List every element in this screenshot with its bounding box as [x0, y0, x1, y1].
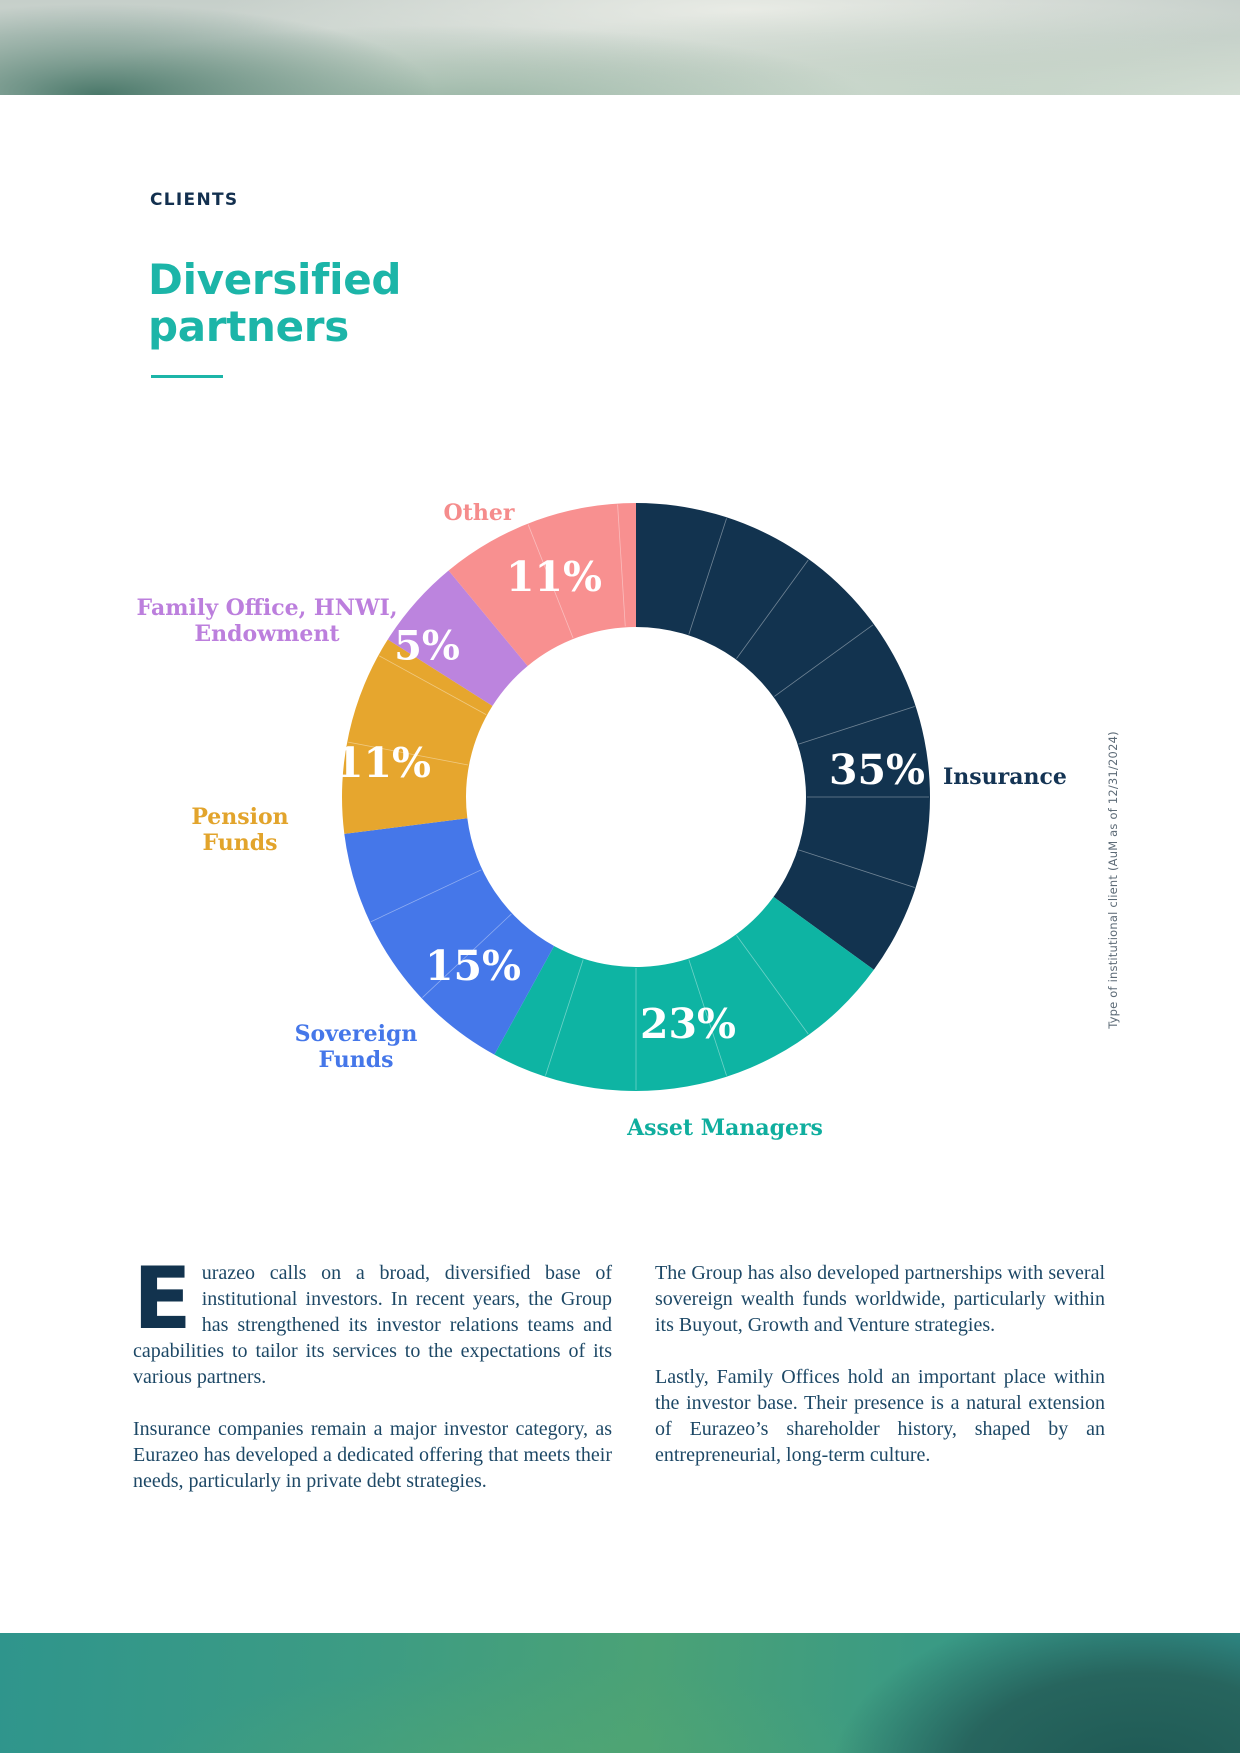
donut-label-sovereign-line1: Sovereign [294, 1021, 418, 1047]
donut-subdivider [348, 741, 469, 766]
donut-subdivider [379, 655, 487, 715]
donut-subdivider [422, 913, 512, 998]
donut-value-insurance: 35% [828, 746, 926, 794]
donut-chart [342, 503, 930, 1091]
section-eyebrow: CLIENTS [150, 190, 239, 210]
donut-segment-other [448, 503, 636, 667]
donut-segment-insurance [636, 503, 930, 970]
donut-subdivider [736, 935, 809, 1035]
donut-subdivider [798, 706, 915, 745]
donut-segment-asset-managers [494, 896, 874, 1091]
body-column-right: The Group has also developed partnership… [655, 1260, 1105, 1494]
donut-subdivider [617, 504, 626, 627]
donut-subdivider [370, 869, 482, 923]
donut-label-insurance: Insurance [943, 764, 1067, 790]
dropcap-letter: E [133, 1249, 192, 1349]
footer-photo-banner [0, 1633, 1240, 1753]
paragraph-sovereign: The Group has also developed partnership… [655, 1262, 1105, 1336]
donut-value-sovereign-funds: 15% [424, 942, 522, 990]
donut-label-pension-line2: Funds [202, 830, 278, 856]
donut-label-other: Other [443, 500, 515, 526]
donut-segment-family-office-hnwi-endowment [387, 570, 528, 706]
paragraph-family-offices: Lastly, Family Offices hold an important… [655, 1366, 1105, 1466]
chart-source-caption: Type of institutional client (AuM as of … [1106, 731, 1120, 1029]
paragraph-insurance: Insurance companies remain a major inves… [133, 1418, 612, 1492]
donut-subdivider [688, 959, 727, 1076]
donut-subdivider [527, 524, 574, 639]
donut-value-asset-managers: 23% [639, 1000, 737, 1048]
donut-label-family-line1: Family Office, HNWI, [136, 595, 398, 621]
page-title-line2: partners [148, 302, 349, 351]
donut-value-pension-funds: 11% [334, 739, 432, 787]
donut-segment-sovereign-funds [344, 818, 555, 1055]
donut-value-other: 11% [505, 553, 603, 601]
donut-value-family-office: 5% [394, 622, 460, 670]
page-title-line1: Diversified [148, 255, 402, 304]
page-title: Diversified partners [148, 256, 401, 350]
donut-segment-pension-funds [342, 639, 493, 834]
header-photo-banner [0, 0, 1240, 95]
donut-subdivider [545, 959, 584, 1076]
donut-label-pension-line1: Pension [191, 804, 289, 830]
title-underline [151, 375, 223, 378]
donut-subdivider [798, 849, 915, 888]
donut-label-family-office: Family Office, HNWI, Endowment [137, 595, 398, 647]
donut-label-pension-funds: Pension Funds [191, 804, 288, 856]
paragraph-intro-text: urazeo calls on a broad, diversified bas… [133, 1262, 612, 1388]
donut-label-family-line2: Endowment [194, 621, 340, 647]
donut-label-sovereign-funds: Sovereign Funds [295, 1021, 418, 1073]
donut-label-asset-managers: Asset Managers [627, 1115, 823, 1141]
donut-subdivider [736, 559, 809, 659]
donut-subdivider [688, 518, 727, 635]
donut-label-sovereign-line2: Funds [318, 1047, 394, 1073]
donut-subdivider [774, 624, 874, 697]
